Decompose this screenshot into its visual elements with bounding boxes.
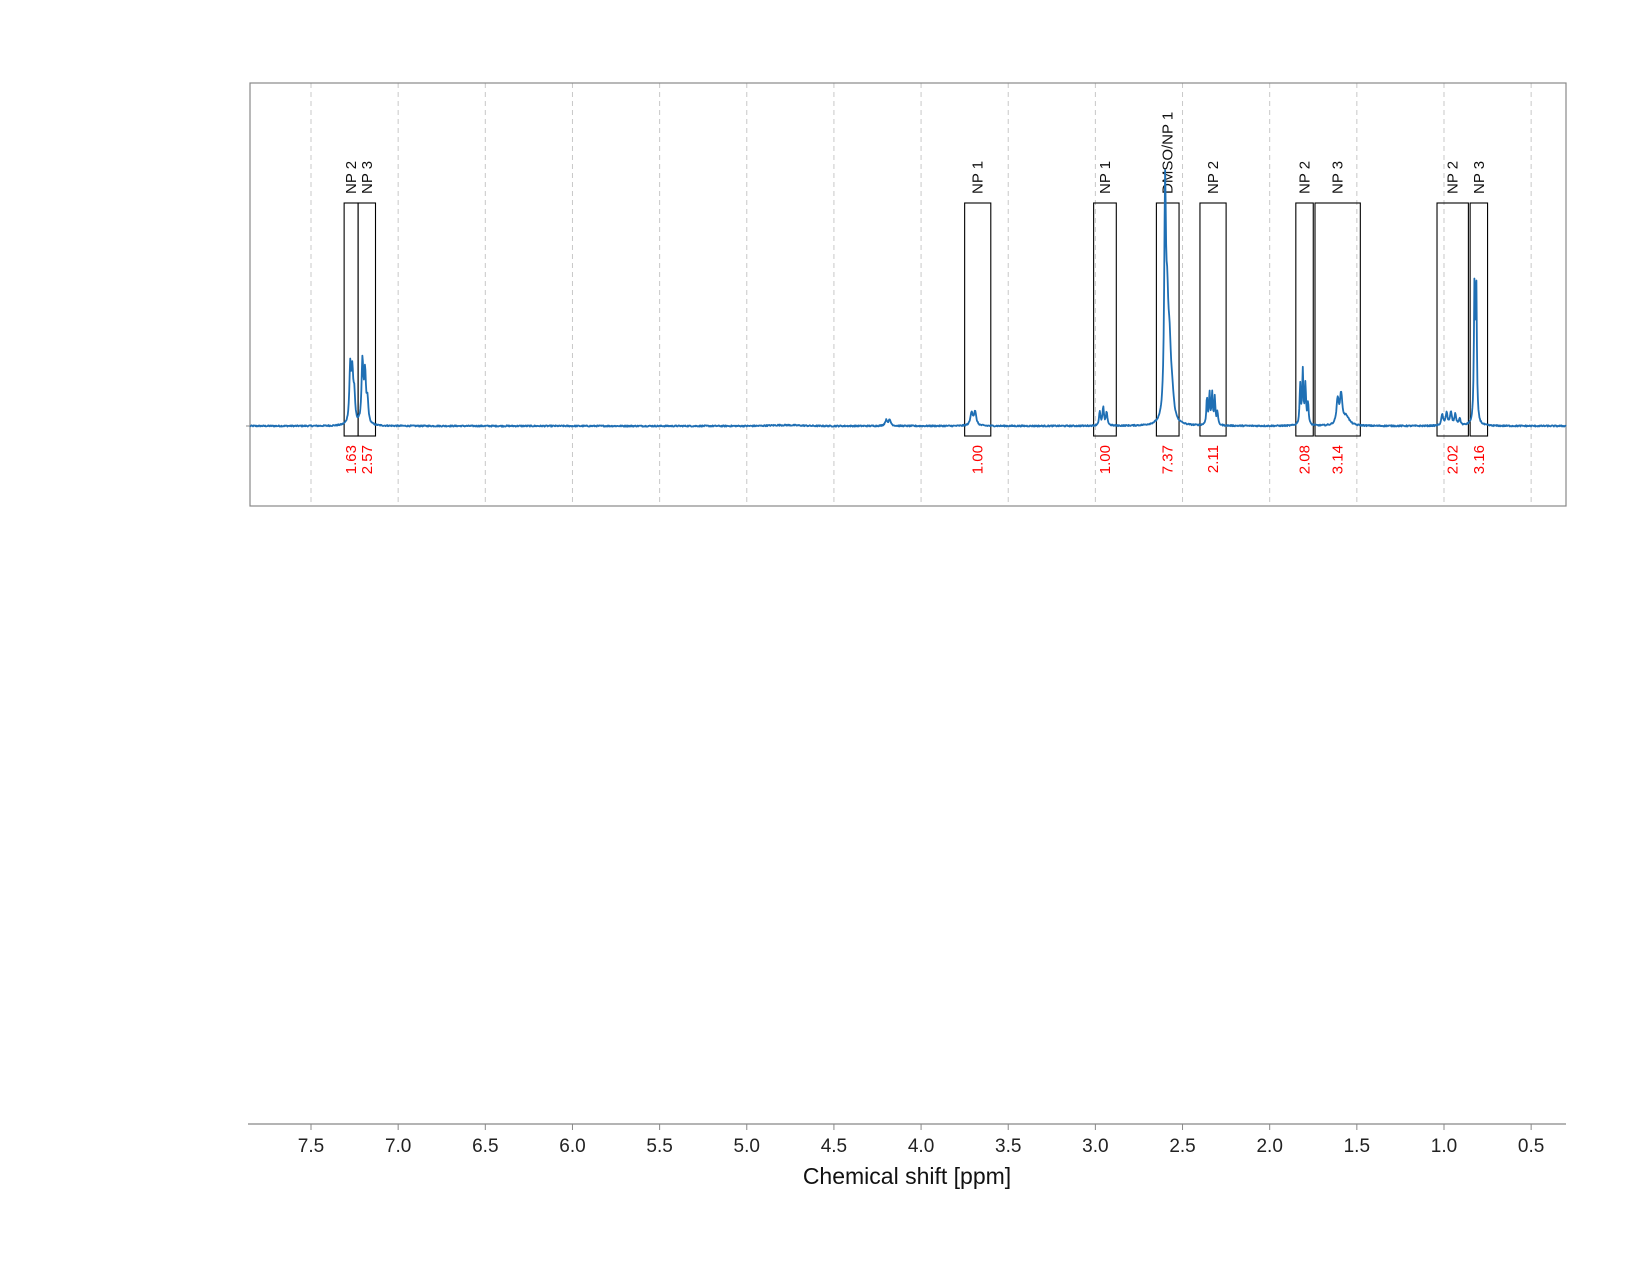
region-label: NP 1 xyxy=(970,161,987,194)
integration-region-box xyxy=(1199,202,1227,437)
integral-value: 1.63 xyxy=(343,445,360,474)
integration-region-box xyxy=(964,202,992,437)
integral-value: 3.16 xyxy=(1471,445,1488,474)
integration-region-box xyxy=(1093,202,1117,437)
x-tick-label: 7.5 xyxy=(298,1136,324,1157)
x-tick-label: 3.0 xyxy=(1082,1136,1108,1157)
plot-frame xyxy=(249,82,1567,507)
x-tick-label: 1.5 xyxy=(1344,1136,1370,1157)
x-tick-label: 6.5 xyxy=(472,1136,498,1157)
region-label: NP 2 xyxy=(343,161,360,194)
region-label: NP 1 xyxy=(1097,161,1114,194)
x-tick-label: 4.0 xyxy=(908,1136,934,1157)
integration-region-box xyxy=(1155,202,1180,437)
integral-value: 2.57 xyxy=(359,445,376,474)
integral-value: 1.00 xyxy=(1097,445,1114,474)
spectrum-line xyxy=(249,169,1567,428)
integral-value: 3.14 xyxy=(1330,445,1347,474)
integration-region-box xyxy=(1314,202,1361,437)
x-tick-layer: 7.5 7.0 6.5 6.0 5.5 5.0 4.5 4.0 3.5 3.0 2.5 2.0 1.5 1… xyxy=(298,1124,1544,1157)
region-label: DMSO/NP 1 xyxy=(1160,112,1177,194)
x-tick-label: 5.5 xyxy=(646,1136,672,1157)
x-tick-label: 2.5 xyxy=(1169,1136,1195,1157)
grid-layer xyxy=(310,83,1532,506)
region-label: NP 3 xyxy=(1471,161,1488,194)
x-tick-label: 0.5 xyxy=(1518,1136,1544,1157)
integration-region-box xyxy=(357,202,377,437)
integral-value: 2.02 xyxy=(1445,445,1462,474)
integration-region-box xyxy=(1436,202,1469,437)
x-tick-label: 1.0 xyxy=(1431,1136,1457,1157)
x-tick-label: 5.0 xyxy=(734,1136,760,1157)
integral-value: 1.00 xyxy=(970,445,987,474)
integration-region-box xyxy=(1469,202,1489,437)
x-axis-title: Chemical shift [ppm] xyxy=(803,1163,1011,1189)
x-tick-label: 3.5 xyxy=(995,1136,1021,1157)
region-label: NP 3 xyxy=(1330,161,1347,194)
integral-value: 2.11 xyxy=(1205,445,1222,473)
region-label: NP 2 xyxy=(1297,161,1314,194)
region-label: NP 3 xyxy=(359,161,376,194)
integral-value: 7.37 xyxy=(1160,445,1177,474)
x-tick-label: 6.0 xyxy=(559,1136,585,1157)
integral-value: 2.08 xyxy=(1297,445,1314,474)
region-label: NP 2 xyxy=(1205,161,1222,194)
x-tick-label: 2.0 xyxy=(1256,1136,1282,1157)
region-layer: NP 2 1.63 NP 3 2.57 NP 1 1.00 NP 1 1.00 DMSO/NP … xyxy=(343,112,1489,474)
region-label: NP 2 xyxy=(1445,161,1462,194)
x-tick-label: 7.0 xyxy=(385,1136,411,1157)
integration-region-box xyxy=(1295,202,1314,437)
x-tick-label: 4.5 xyxy=(821,1136,847,1157)
